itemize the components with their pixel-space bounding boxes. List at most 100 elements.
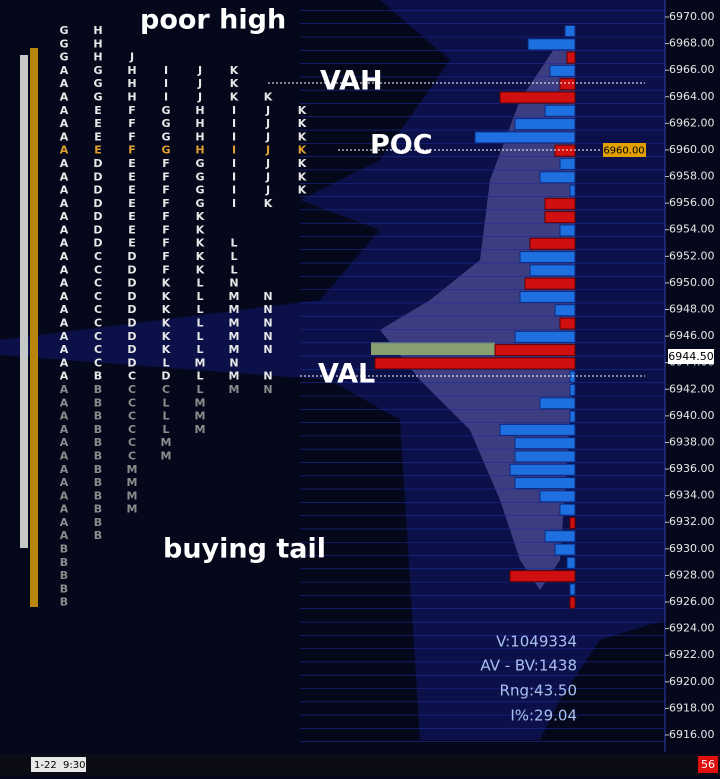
tpo-letter: H [195,117,204,130]
tpo-letter: J [265,104,270,117]
tpo-letter: A [60,197,69,210]
tpo-letter: A [60,223,69,236]
tpo-letter: N [263,370,272,383]
footer-bar [0,754,720,775]
tpo-letter: A [60,263,69,276]
tpo-letter: L [196,277,203,290]
tpo-letter: D [93,170,102,183]
tpo-letter: N [263,317,272,330]
tpo-letter: D [127,250,136,263]
price-label: 6954.00 [669,223,715,236]
tpo-letter: K [298,130,307,143]
tpo-letter: M [195,396,206,409]
tpo-letter: M [161,436,172,449]
ask-bar [539,171,576,184]
tpo-letter: F [128,144,136,157]
tpo-letter: L [196,330,203,343]
tpo-letter: A [60,210,69,223]
count-box [698,756,718,773]
tpo-letter: E [128,184,136,197]
tpo-letter: F [162,210,170,223]
tpo-letter: D [93,184,102,197]
tpo-letter: G [195,170,204,183]
tpo-letter: J [265,130,270,143]
price-label: 6942.00 [669,382,715,395]
tpo-letter: M [127,503,138,516]
tpo-letter: E [128,197,136,210]
tpo-letter: K [264,90,273,103]
ask-bar [559,224,576,237]
tpo-letter: L [230,250,237,263]
bid-bar [374,357,576,370]
bid-bar [559,78,576,91]
tpo-letter: G [195,197,204,210]
tpo-letter: B [60,569,68,582]
tpo-letter: H [127,64,136,77]
tpo-letter: F [162,250,170,263]
tpo-letter: A [60,356,69,369]
tpo-letter: I [232,157,236,170]
tpo-letter: A [60,104,69,117]
price-label: 6926.00 [669,595,715,608]
tpo-letter: F [162,197,170,210]
tpo-letter: D [161,370,170,383]
tpo-letter: D [93,237,102,250]
tpo-letter: B [94,503,102,516]
tpo-letter: C [128,436,136,449]
bid-bar [544,211,576,224]
bid-bar [559,317,576,330]
ask-bar [499,423,576,436]
tpo-letter: B [94,529,102,542]
tpo-letter: K [162,277,171,290]
ask-bar [514,118,576,131]
tpo-letter: I [232,170,236,183]
price-label: 6968.00 [669,37,715,50]
bid-bar [509,570,576,583]
row-group: 6970.00 6968.00 6966.00 6964.00 6962.00 6960.… [59,0,720,752]
ask-bar [514,330,576,343]
tpo-letter: F [162,237,170,250]
tpo-letter: D [127,356,136,369]
tpo-letter: C [128,383,136,396]
ask-bar [519,290,576,303]
price-label: 6916.00 [669,728,715,741]
tpo-letter: A [60,90,69,103]
tpo-letter: B [60,556,68,569]
tpo-letter: A [60,117,69,130]
tpo-letter: A [60,290,69,303]
tpo-letter: H [195,130,204,143]
tpo-letter: K [298,117,307,130]
tpo-letter: J [197,64,202,77]
tpo-letter: B [94,410,102,423]
tpo-letter: I [232,130,236,143]
tpo-letter: K [162,290,171,303]
tpo-letter: L [162,423,169,436]
tpo-letter: N [229,277,238,290]
tpo-letter: K [230,77,239,90]
session-box [31,757,86,772]
tpo-letter: B [94,463,102,476]
tpo-letter: D [127,343,136,356]
tpo-letter: K [298,104,307,117]
tpo-letter: E [94,117,102,130]
range-bar [20,55,28,548]
tpo-letter: M [161,449,172,462]
tpo-letter: A [60,423,69,436]
tpo-letter: B [94,383,102,396]
bid-bar [554,144,576,157]
highlight-bar [371,342,495,355]
tpo-letter: A [60,77,69,90]
tpo-letter: F [162,184,170,197]
price-label: 6936.00 [669,462,715,475]
tpo-letter: C [128,396,136,409]
tpo-letter: F [162,263,170,276]
annotation: POC [370,130,433,161]
tpo-letter: A [60,383,69,396]
tpo-letter: G [161,144,170,157]
tpo-letter: B [94,396,102,409]
tpo-letter: G [93,90,102,103]
bid-bar [524,277,576,290]
annotation: poor high [140,5,286,36]
price-label: 6964.00 [669,90,715,103]
tpo-letter: M [127,463,138,476]
